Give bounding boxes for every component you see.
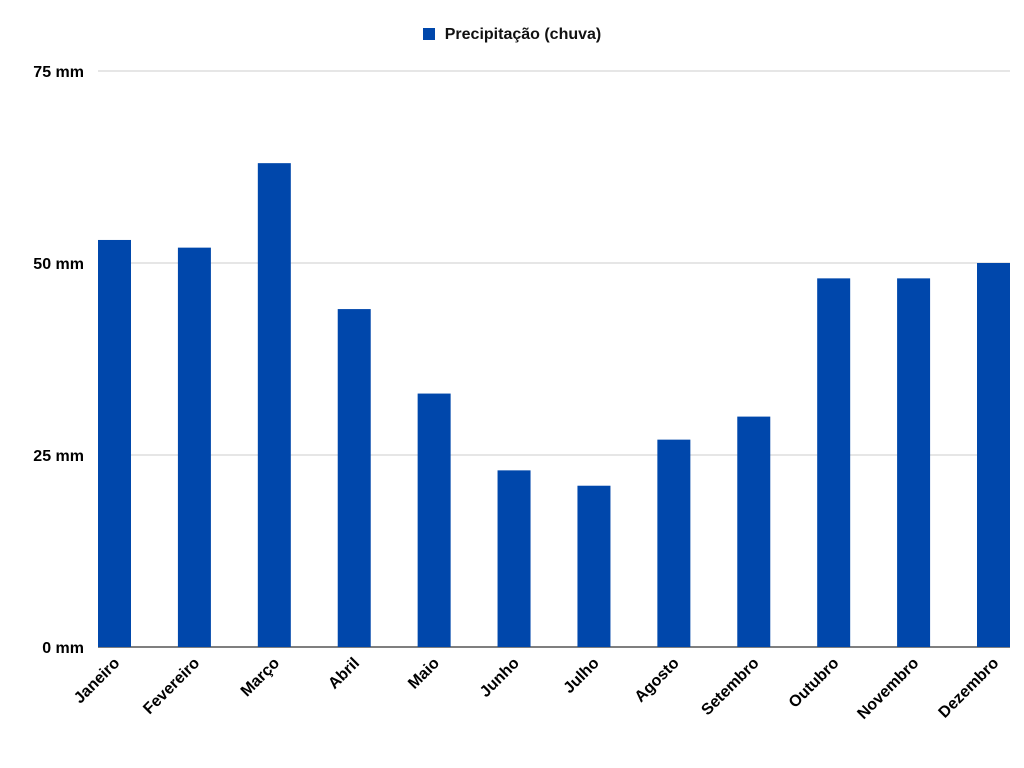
y-tick-label: 50 mm	[33, 256, 84, 273]
y-tick-label: 75 mm	[33, 64, 84, 81]
bar-dezembro	[977, 263, 1010, 647]
x-tick-label: Novembro	[854, 655, 922, 723]
bar-julho	[577, 485, 611, 647]
x-tick-label: Janeiro	[71, 655, 123, 707]
bar-novembro	[897, 278, 931, 647]
bar-setembro	[737, 416, 771, 647]
x-tick-label: Março	[238, 655, 284, 701]
x-tick-label: Outubro	[786, 655, 843, 712]
x-tick-label: Fevereiro	[140, 655, 203, 718]
bar-fevereiro	[177, 247, 211, 647]
chart-legend: Precipitação (chuva)	[0, 26, 1024, 44]
y-tick-label: 0 mm	[42, 640, 84, 657]
x-tick-label: Setembro	[698, 655, 762, 719]
bar-junho	[497, 470, 531, 647]
x-tick-label: Dezembro	[936, 655, 1003, 722]
x-tick-label: Junho	[477, 655, 523, 701]
bar-agosto	[657, 439, 691, 647]
legend-label: Precipitação (chuva)	[444, 26, 602, 43]
bar-outubro	[817, 278, 851, 647]
x-tick-label: Julho	[561, 655, 603, 697]
bar-março	[257, 163, 291, 647]
bar-abril	[337, 309, 371, 647]
y-tick-label: 25 mm	[33, 448, 84, 465]
x-tick-label: Abril	[325, 655, 363, 693]
bar-maio	[417, 393, 451, 647]
legend-swatch	[422, 28, 435, 40]
x-tick-label: Agosto	[632, 655, 683, 706]
x-tick-label: Maio	[405, 655, 443, 693]
bar-janeiro	[98, 239, 131, 647]
